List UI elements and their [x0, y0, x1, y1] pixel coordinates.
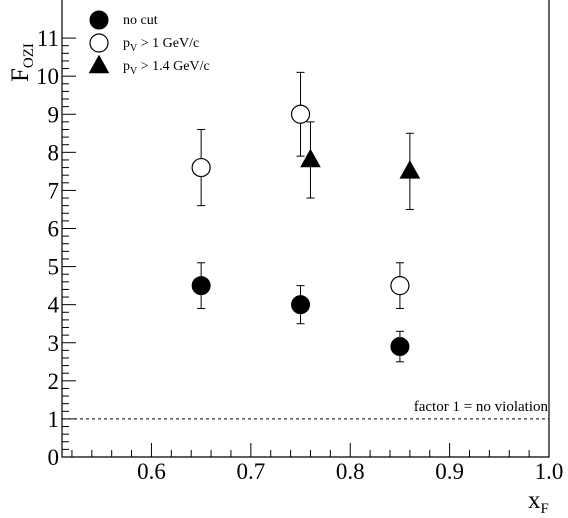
data-point-series-2 [290, 104, 311, 124]
data-point-series-1 [291, 295, 311, 315]
x-tick-label: 0.7 [236, 459, 265, 484]
data-point-series-1 [390, 337, 410, 357]
y-tick-label: 7 [48, 178, 60, 203]
reference-line-label: factor 1 = no violation [414, 399, 549, 415]
y-tick-label: 1 [48, 407, 60, 432]
data-points [191, 71, 421, 363]
y-tick-label: 4 [48, 293, 60, 318]
reference-line-group: factor 1 = no violation [62, 399, 549, 420]
legend-marker-1 [89, 10, 109, 30]
x-tick-label: 0.6 [137, 459, 166, 484]
y-tick-label: 8 [48, 140, 60, 165]
data-point-series-3 [399, 160, 421, 179]
y-tick-label: 9 [48, 102, 60, 127]
x-tick-label: 1.0 [535, 459, 564, 484]
y-tick-label: 2 [48, 369, 60, 394]
data-point-series-2 [390, 276, 410, 296]
legend-label-1: no cut [123, 13, 158, 28]
axis-ticks: 0.6 0.7 0.8 0.9 1.0 0 1 2 3 4 5 6 7 8 9 10 11 [36, 26, 563, 484]
y-tick-label: 6 [48, 217, 60, 242]
x-axis-title: xF [528, 487, 549, 517]
data-point-series-3 [300, 148, 321, 168]
y-tick-label: 5 [48, 255, 60, 280]
y-tick-label: 11 [37, 26, 59, 51]
y-tick-label: 3 [48, 331, 60, 356]
x-tick-label: 0.8 [336, 459, 365, 484]
data-point-series-2 [191, 157, 211, 178]
axis-labels: xF FOZI [7, 43, 549, 517]
legend: no cut pV > 1 GeV/c pV > 1.4 GeV/c [88, 10, 210, 77]
y-axis-title: FOZI [7, 43, 37, 82]
y-tick-label: 0 [48, 445, 60, 470]
y-tick-label: 10 [36, 64, 59, 89]
legend-label-2: pV > 1 GeV/c [123, 36, 199, 54]
x-tick-label: 0.9 [435, 459, 464, 484]
legend-label-3: pV > 1.4 GeV/c [123, 59, 210, 77]
legend-marker-2 [89, 33, 109, 53]
data-point-series-1 [191, 276, 211, 296]
legend-marker-3 [88, 54, 110, 74]
